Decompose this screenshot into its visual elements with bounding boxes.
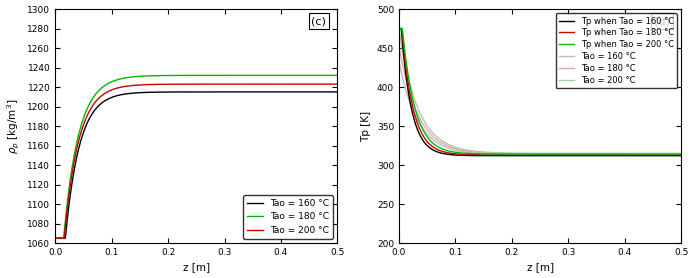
Tao = 180 °C xyxy=(51,237,60,240)
Tao = 160 °C xyxy=(516,153,524,157)
Line: Tao = 160 °C: Tao = 160 °C xyxy=(399,62,682,155)
Tao = 200 °C xyxy=(160,83,168,86)
Y-axis label: Tp [K]: Tp [K] xyxy=(362,110,371,142)
Tp when Tao = 180 °C xyxy=(672,153,680,157)
Tao = 180 °C xyxy=(641,152,650,156)
Tao = 200 °C xyxy=(101,92,109,95)
Tao = 180 °C xyxy=(298,74,306,77)
Tao = 160 °C xyxy=(298,90,306,94)
Tao = 180 °C xyxy=(333,74,341,77)
Tao = 180 °C xyxy=(328,74,336,77)
Line: Tp when Tao = 160 °C: Tp when Tao = 160 °C xyxy=(399,29,682,156)
Tao = 160 °C xyxy=(172,90,180,94)
Tp when Tao = 200 °C xyxy=(443,149,452,152)
Tao = 200 °C xyxy=(516,152,524,155)
Tao = 200 °C xyxy=(395,29,403,32)
Tao = 160 °C xyxy=(84,120,92,123)
Tp when Tao = 200 °C xyxy=(641,152,650,156)
Tao = 200 °C xyxy=(328,83,336,86)
Tao = 160 °C xyxy=(677,153,686,157)
Tp when Tao = 160 °C xyxy=(641,154,650,157)
Tp when Tao = 160 °C xyxy=(427,147,435,150)
Tp when Tao = 200 °C xyxy=(503,152,511,156)
Tao = 180 °C xyxy=(516,152,524,156)
Tao = 200 °C xyxy=(443,143,452,146)
Line: Tp when Tao = 200 °C: Tp when Tao = 200 °C xyxy=(399,29,682,154)
Text: (d): (d) xyxy=(654,16,670,26)
Tao = 180 °C xyxy=(160,74,168,77)
Tao = 200 °C xyxy=(677,152,686,155)
Tao = 180 °C xyxy=(443,145,452,148)
Tao = 180 °C xyxy=(672,152,680,156)
Tp when Tao = 160 °C xyxy=(677,154,686,157)
Tao = 160 °C xyxy=(503,153,511,156)
Tp when Tao = 180 °C xyxy=(503,153,511,157)
Tp when Tao = 200 °C xyxy=(677,152,686,156)
Tao = 200 °C xyxy=(427,130,435,133)
Tao = 200 °C xyxy=(51,237,60,240)
Tp when Tao = 160 °C xyxy=(672,154,680,157)
Line: Tao = 200 °C: Tao = 200 °C xyxy=(399,31,682,153)
Tao = 160 °C xyxy=(641,153,650,157)
X-axis label: z [m]: z [m] xyxy=(183,262,210,272)
Tp when Tao = 160 °C xyxy=(395,27,403,30)
Tp when Tao = 200 °C xyxy=(395,27,403,30)
Tao = 160 °C xyxy=(160,90,168,94)
Tao = 160 °C xyxy=(395,60,403,63)
Tp when Tao = 200 °C xyxy=(516,152,524,156)
Tp when Tao = 180 °C xyxy=(443,151,452,155)
Text: (c): (c) xyxy=(312,16,326,26)
Line: Tp when Tao = 180 °C: Tp when Tao = 180 °C xyxy=(399,29,682,155)
Tp when Tao = 160 °C xyxy=(503,154,511,157)
Tp when Tao = 180 °C xyxy=(677,153,686,157)
Tao = 200 °C xyxy=(503,151,511,155)
Tp when Tao = 200 °C xyxy=(672,152,680,156)
Tao = 180 °C xyxy=(503,152,511,155)
Legend: Tp when Tao = 160 °C, Tp when Tao = 180 °C, Tp when Tao = 200 °C, Tao = 160 °C, : Tp when Tao = 160 °C, Tp when Tao = 180 … xyxy=(556,13,677,88)
Tao = 180 °C xyxy=(101,84,109,87)
Tao = 180 °C xyxy=(172,74,180,77)
Tao = 160 °C xyxy=(672,153,680,157)
Tao = 160 °C xyxy=(333,90,341,94)
Tao = 180 °C xyxy=(395,44,403,48)
Line: Tao = 180 °C: Tao = 180 °C xyxy=(56,75,337,238)
Line: Tao = 200 °C: Tao = 200 °C xyxy=(56,84,337,238)
Y-axis label: $\rho_p$ [kg/m$^3$]: $\rho_p$ [kg/m$^3$] xyxy=(6,98,22,154)
Tp when Tao = 200 °C xyxy=(427,140,435,143)
Tao = 180 °C xyxy=(427,133,435,136)
Tp when Tao = 160 °C xyxy=(516,154,524,157)
Tao = 200 °C xyxy=(641,152,650,155)
Tao = 180 °C xyxy=(677,152,686,156)
Tp when Tao = 160 °C xyxy=(443,153,452,156)
Tao = 180 °C xyxy=(84,106,92,109)
Tao = 160 °C xyxy=(427,136,435,140)
Tao = 160 °C xyxy=(51,237,60,240)
Tp when Tao = 180 °C xyxy=(641,153,650,157)
Tao = 200 °C xyxy=(84,113,92,116)
Legend: Tao = 160 °C, Tao = 180 °C, Tao = 200 °C: Tao = 160 °C, Tao = 180 °C, Tao = 200 °C xyxy=(243,195,333,239)
Tao = 160 °C xyxy=(328,90,336,94)
Tao = 200 °C xyxy=(333,83,341,86)
Line: Tao = 160 °C: Tao = 160 °C xyxy=(56,92,337,238)
Tp when Tao = 180 °C xyxy=(395,27,403,30)
Tao = 200 °C xyxy=(672,152,680,155)
Tao = 200 °C xyxy=(172,83,180,86)
Tao = 160 °C xyxy=(443,146,452,150)
Tao = 200 °C xyxy=(298,83,306,86)
Tao = 160 °C xyxy=(101,99,109,103)
Tp when Tao = 180 °C xyxy=(427,144,435,147)
X-axis label: z [m]: z [m] xyxy=(527,262,554,272)
Line: Tao = 180 °C: Tao = 180 °C xyxy=(399,46,682,154)
Tp when Tao = 180 °C xyxy=(516,153,524,157)
